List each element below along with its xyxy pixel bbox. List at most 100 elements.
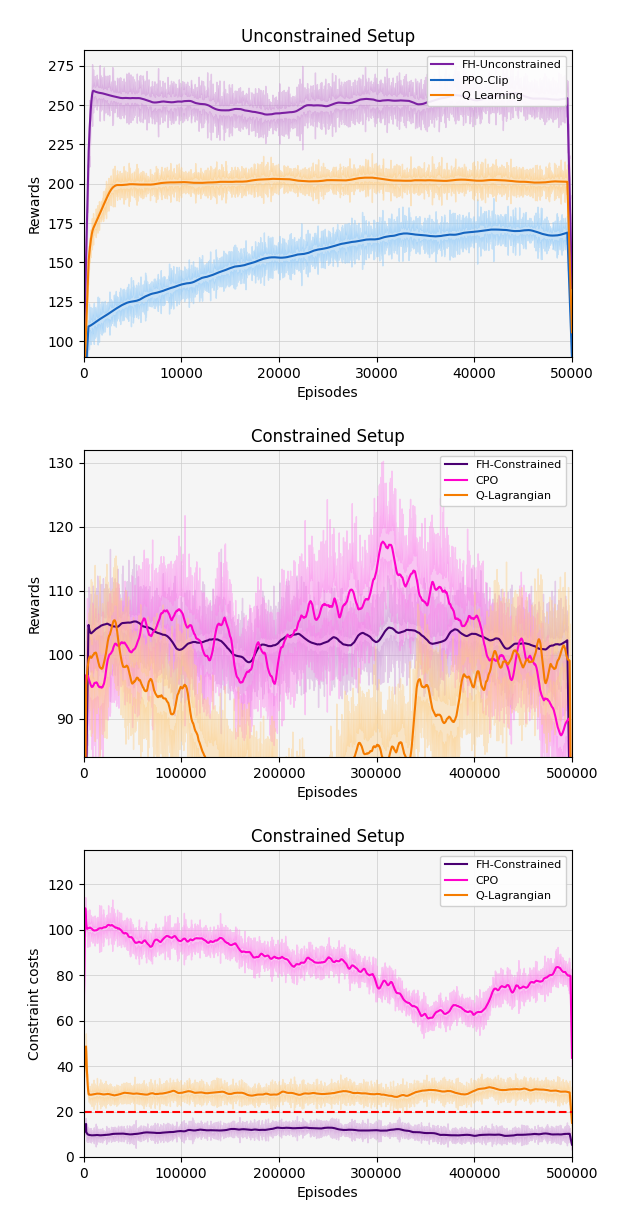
Q Learning (464, 173, 472, 188)
Q-Lagrangian (165, 1084, 172, 1099)
FH-Constrained (559, 1127, 567, 1142)
Q-Lagrangian (289, 802, 296, 817)
Line: Q-Lagrangian: Q-Lagrangian (83, 620, 572, 1001)
FH-Constrained (559, 636, 567, 651)
FH-Constrained (82, 1116, 90, 1131)
PPO-Clip (304, 246, 312, 260)
Q-Lagrangian (506, 1082, 514, 1097)
FH-Constrained (136, 1126, 143, 1141)
Line: Q-Lagrangian: Q-Lagrangian (83, 1046, 572, 1122)
CPO (568, 979, 576, 993)
PPO-Clip (493, 222, 500, 237)
Line: FH-Constrained: FH-Constrained (83, 621, 572, 955)
Legend: FH-Unconstrained, PPO-Clip, Q Learning: FH-Unconstrained, PPO-Clip, Q Learning (426, 55, 567, 106)
FH-Constrained (267, 639, 275, 653)
FH-Constrained (506, 640, 514, 655)
CPO (288, 629, 295, 643)
X-axis label: Episodes: Episodes (297, 386, 359, 400)
FH-Constrained (267, 1121, 275, 1136)
CPO (559, 964, 567, 979)
FH-Unconstrained (554, 92, 562, 107)
PPO-Clip (464, 225, 472, 239)
CPO (267, 669, 275, 684)
Q Learning (366, 171, 374, 185)
Q-Lagrangian (289, 1086, 296, 1100)
CPO (267, 952, 275, 966)
Q-Lagrangian (136, 1087, 143, 1102)
Line: FH-Constrained: FH-Constrained (83, 1124, 572, 1144)
FH-Constrained (165, 630, 172, 645)
CPO (559, 726, 567, 740)
CPO (506, 981, 514, 996)
Line: CPO: CPO (83, 542, 572, 986)
CPO (135, 630, 143, 645)
Title: Constrained Setup: Constrained Setup (251, 828, 404, 846)
Q-Lagrangian (506, 653, 514, 668)
Q-Lagrangian (568, 949, 576, 964)
Title: Constrained Setup: Constrained Setup (251, 427, 404, 446)
Q Learning (80, 388, 87, 403)
CPO (379, 534, 386, 549)
Q-Lagrangian (82, 1039, 90, 1054)
Q Learning (317, 173, 325, 188)
Q Learning (554, 174, 562, 189)
FH-Constrained (568, 1137, 576, 1152)
PPO-Clip (80, 405, 87, 420)
CPO (80, 977, 87, 992)
FH-Constrained (289, 1121, 296, 1136)
CPO (165, 605, 172, 620)
FH-Unconstrained (305, 98, 312, 113)
FH-Constrained (568, 948, 576, 963)
FH-Constrained (136, 615, 143, 630)
Y-axis label: Constraint costs: Constraint costs (28, 948, 42, 1060)
Line: FH-Unconstrained: FH-Unconstrained (83, 91, 572, 362)
FH-Unconstrained (90, 84, 97, 98)
Q-Lagrangian (568, 1115, 576, 1130)
FH-Unconstrained (105, 88, 113, 103)
CPO (568, 1050, 576, 1065)
CPO (81, 901, 89, 916)
Line: CPO: CPO (83, 909, 572, 1057)
PPO-Clip (317, 242, 325, 257)
Q-Lagrangian (136, 673, 143, 688)
Legend: FH-Constrained, CPO, Q-Lagrangian: FH-Constrained, CPO, Q-Lagrangian (440, 456, 567, 506)
FH-Constrained (80, 1127, 87, 1142)
Q Learning (304, 174, 312, 189)
FH-Constrained (131, 614, 138, 629)
Y-axis label: Rewards: Rewards (28, 573, 42, 632)
Q Learning (554, 174, 562, 189)
FH-Constrained (289, 628, 296, 642)
CPO (80, 1016, 87, 1030)
PPO-Clip (105, 306, 112, 321)
CPO (165, 928, 172, 943)
X-axis label: Episodes: Episodes (297, 1186, 359, 1200)
PPO-Clip (568, 351, 576, 366)
Q Learning (568, 325, 576, 340)
CPO (506, 669, 514, 684)
Q-Lagrangian (267, 1087, 275, 1102)
Line: Q Learning: Q Learning (83, 178, 572, 395)
Q-Lagrangian (559, 640, 567, 655)
FH-Unconstrained (317, 98, 325, 113)
FH-Unconstrained (568, 281, 576, 296)
FH-Constrained (506, 1129, 514, 1143)
Q Learning (105, 187, 112, 201)
PPO-Clip (554, 228, 562, 243)
Q-Lagrangian (267, 772, 275, 787)
FH-Unconstrained (554, 92, 562, 107)
Title: Unconstrained Setup: Unconstrained Setup (241, 28, 415, 45)
Q-Lagrangian (559, 1084, 567, 1099)
Y-axis label: Rewards: Rewards (28, 174, 42, 233)
Line: PPO-Clip: PPO-Clip (83, 230, 572, 413)
CPO (289, 958, 296, 973)
FH-Constrained (165, 1125, 172, 1140)
FH-Unconstrained (464, 91, 472, 106)
X-axis label: Episodes: Episodes (297, 786, 359, 801)
CPO (136, 935, 143, 949)
Q-Lagrangian (80, 993, 87, 1008)
Legend: FH-Constrained, CPO, Q-Lagrangian: FH-Constrained, CPO, Q-Lagrangian (440, 856, 567, 906)
PPO-Clip (554, 228, 562, 243)
Q-Lagrangian (111, 613, 118, 628)
FH-Unconstrained (80, 355, 87, 370)
FH-Constrained (80, 948, 87, 963)
